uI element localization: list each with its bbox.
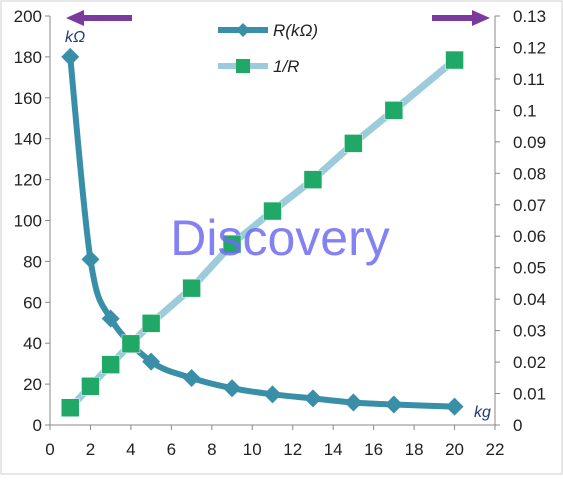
legend-label-r: R(kΩ) — [273, 21, 318, 40]
y2-tick-label: 0.09 — [513, 133, 546, 152]
legend-marker-square — [236, 59, 250, 73]
point-r — [101, 309, 120, 328]
y-tick-label: 100 — [14, 212, 42, 231]
point-inverse-r — [222, 234, 242, 254]
point-inverse-r — [141, 314, 161, 333]
point-inverse-r — [303, 170, 323, 189]
point-r — [142, 352, 161, 371]
y-tick-label: 180 — [14, 48, 42, 67]
left-axis-arrow-icon — [66, 10, 132, 26]
point-r — [61, 47, 80, 66]
point-inverse-r — [263, 201, 282, 221]
x-tick-label: 10 — [243, 440, 262, 459]
point-inverse-r — [384, 101, 404, 120]
y2-tick-label: 0.01 — [513, 385, 546, 404]
point-inverse-r — [81, 377, 100, 396]
x-tick-label: 2 — [86, 440, 95, 459]
point-r — [81, 250, 100, 269]
x-tick-label: 18 — [405, 440, 424, 459]
point-r — [182, 368, 201, 387]
y2-tick-label: 0.1 — [513, 101, 537, 120]
legend-item-inverse-r: 1/R — [218, 57, 299, 76]
point-inverse-r — [101, 355, 120, 374]
y-tick-label: 60 — [23, 293, 42, 312]
right-axis-arrow-icon — [432, 10, 490, 26]
y2-tick-label: 0.11 — [513, 70, 545, 89]
axes: 0 2 4 6 8 10 12 14 16 18 20 22 0 20 40 60 80 100 120 140 160… — [14, 7, 546, 459]
legend-item-r: R(kΩ) — [218, 21, 318, 40]
y2-tick-label: 0.13 — [513, 7, 546, 26]
y-tick-label: 160 — [14, 89, 42, 108]
point-r — [344, 393, 363, 412]
y-tick-label: 0 — [33, 416, 42, 435]
point-r — [223, 379, 242, 398]
x-tick-label: 22 — [486, 440, 505, 459]
legend: R(kΩ) 1/R — [218, 21, 318, 76]
x-tick-label: 4 — [126, 440, 135, 459]
x-tick-label: 6 — [167, 440, 176, 459]
y2-tick-label: 0.02 — [513, 353, 546, 372]
x-tick-label: 16 — [364, 440, 383, 459]
y-tick-label: 200 — [14, 7, 42, 26]
x-tick-label: 14 — [324, 440, 343, 459]
y2-tick-label: 0.07 — [513, 196, 546, 215]
point-inverse-r — [445, 50, 464, 70]
y2-tick-label: 0 — [513, 416, 522, 435]
x-axis-unit-label: kg — [474, 404, 491, 421]
y-axis-unit-label: kΩ — [65, 29, 85, 46]
legend-label-inverse-r: 1/R — [273, 57, 299, 76]
x-tick-label: 12 — [283, 440, 302, 459]
y2-tick-label: 0.12 — [513, 38, 546, 57]
y2-tick-label: 0.03 — [513, 322, 546, 341]
y-tick-label: 20 — [23, 375, 42, 394]
y2-tick-label: 0.06 — [513, 227, 546, 246]
point-inverse-r — [60, 398, 80, 417]
watermark-text: Discovery — [170, 210, 389, 266]
point-inverse-r — [182, 278, 201, 298]
y2-tick-label: 0.05 — [513, 259, 546, 278]
y-tick-label: 80 — [23, 252, 42, 271]
series-layer — [60, 47, 464, 417]
point-inverse-r — [121, 334, 141, 354]
point-r — [263, 385, 282, 404]
legend-marker-diamond — [236, 23, 250, 37]
y-tick-label: 140 — [14, 130, 42, 149]
point-r — [384, 395, 403, 414]
point-r — [445, 397, 464, 416]
x-tick-label: 0 — [45, 440, 54, 459]
x-tick-label: 20 — [445, 440, 464, 459]
y2-tick-label: 0.08 — [513, 164, 546, 183]
y-tick-label: 40 — [23, 334, 42, 353]
point-inverse-r — [344, 134, 363, 153]
y-tick-label: 120 — [14, 171, 42, 190]
point-r — [303, 389, 322, 408]
x-tick-label: 8 — [207, 440, 216, 459]
y2-tick-label: 0.04 — [513, 290, 546, 309]
